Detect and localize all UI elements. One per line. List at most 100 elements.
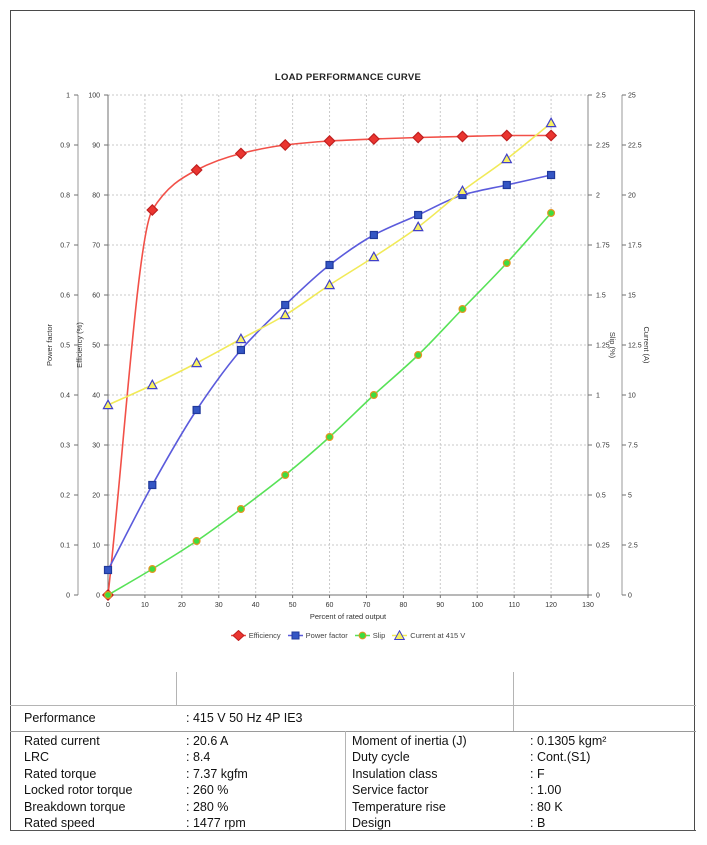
axis-current: 0 2.5 5 7.5 10 12.5 15 17.5 20 22.5 25 bbox=[621, 93, 642, 600]
table-row: Rated speed: 1477 rpm bbox=[24, 815, 344, 831]
data-point-diamond bbox=[146, 203, 159, 217]
tick-label: 0 bbox=[106, 602, 110, 609]
spec-label: Breakdown torque bbox=[24, 799, 126, 814]
tick-label: 20 bbox=[628, 193, 636, 200]
tick-label: 0.3 bbox=[60, 443, 70, 450]
data-point-square bbox=[148, 480, 157, 490]
spec-label: LRC bbox=[24, 750, 50, 765]
legend-item: Slip bbox=[354, 630, 386, 641]
table-divider bbox=[345, 731, 346, 830]
y-axis-title-slip: Slip (%) bbox=[608, 332, 617, 359]
y-axis-title-efficiency: Efficiency (%) bbox=[75, 322, 84, 368]
spec-label: Rated torque bbox=[24, 766, 97, 781]
spec-value: : Cont.(S1) bbox=[530, 750, 591, 765]
tick-label: 90 bbox=[436, 602, 444, 609]
axis-power_factor: 0 0.1 0.2 0.3 0.4 0.5 0.6 0.7 0.8 0.9 1 bbox=[60, 93, 79, 600]
tick-label: 2.5 bbox=[628, 543, 638, 550]
tick-label: 10 bbox=[628, 393, 636, 400]
tick-label: 0.5 bbox=[60, 343, 70, 350]
axis-efficiency: 0 10 20 30 40 50 60 70 80 90 100 bbox=[88, 93, 108, 600]
tick-label: 1 bbox=[596, 393, 600, 400]
spec-label: Rated current bbox=[24, 734, 100, 748]
data-point-circle bbox=[148, 564, 157, 573]
tick-label: 120 bbox=[545, 602, 557, 609]
tick-label: 25 bbox=[628, 93, 636, 100]
data-point-diamond bbox=[500, 129, 513, 142]
legend-item: Efficiency bbox=[230, 630, 281, 641]
data-point-triangle bbox=[323, 278, 336, 290]
data-point-square bbox=[546, 170, 556, 180]
tick-label: 0.1 bbox=[60, 543, 70, 550]
spec-label: Locked rotor torque bbox=[24, 783, 133, 798]
spec-value: : 1477 rpm bbox=[186, 815, 246, 830]
tick-label: 50 bbox=[289, 602, 297, 609]
tick-label: 17.5 bbox=[628, 243, 642, 250]
spec-value: : 1.00 bbox=[530, 783, 562, 798]
tick-label: 1 bbox=[66, 93, 70, 100]
data-point-triangle bbox=[191, 356, 203, 368]
legend-item: Current at 415 V bbox=[392, 630, 465, 641]
spec-label: Moment of inertia (J) bbox=[352, 734, 467, 748]
table-row: Duty cycle : Cont.(S1) bbox=[352, 749, 682, 765]
series-power-factor bbox=[103, 170, 556, 575]
tick-label: 5 bbox=[628, 493, 632, 500]
tick-label: 80 bbox=[92, 193, 100, 200]
tick-label: 0.4 bbox=[60, 393, 70, 400]
spec-value: : 20.6 A bbox=[186, 734, 229, 748]
data-point-triangle bbox=[545, 116, 557, 128]
table-row: Service factor: 1.00 bbox=[352, 782, 682, 798]
table-divider bbox=[176, 672, 177, 705]
chart-legend: Efficiency Power factor Slip Current at 415… bbox=[10, 630, 686, 641]
tick-label: 0.75 bbox=[596, 443, 610, 450]
tick-label: 40 bbox=[252, 602, 260, 609]
data-point-triangle bbox=[102, 398, 114, 410]
tick-label: 60 bbox=[92, 293, 100, 300]
x-axis-title: Percent of rated output bbox=[310, 612, 387, 621]
data-point-diamond bbox=[279, 138, 292, 152]
tick-label: 15 bbox=[628, 293, 636, 300]
tick-label: 100 bbox=[88, 93, 100, 100]
table-row: LRC: 8.4 bbox=[24, 749, 344, 765]
legend-marker-square-icon bbox=[287, 631, 303, 640]
spec-table: Performance : 415 V 50 Hz 4P IE3 Rated c… bbox=[10, 672, 696, 831]
data-point-triangle bbox=[235, 332, 247, 344]
tick-label: 0 bbox=[66, 593, 70, 600]
tick-label: 1.5 bbox=[596, 293, 606, 300]
series-slip bbox=[103, 209, 556, 599]
tick-label: 70 bbox=[363, 602, 371, 609]
tick-label: 0.2 bbox=[60, 493, 70, 500]
data-point-diamond bbox=[234, 147, 247, 160]
table-rule bbox=[10, 830, 696, 831]
data-point-circle bbox=[236, 505, 245, 514]
data-point-diamond bbox=[412, 131, 425, 144]
performance-value: : 415 V 50 Hz 4P IE3 bbox=[186, 711, 303, 725]
tick-label: 2.5 bbox=[596, 93, 606, 100]
tick-label: 10 bbox=[141, 602, 149, 609]
data-point-triangle bbox=[412, 220, 424, 232]
tick-label: 40 bbox=[92, 393, 100, 400]
spec-value: : 260 % bbox=[186, 783, 229, 798]
data-point-square bbox=[236, 345, 246, 355]
tick-label: 0 bbox=[596, 593, 600, 600]
tick-label: 20 bbox=[178, 602, 186, 609]
tick-label: 0.7 bbox=[60, 243, 70, 250]
data-point-circle bbox=[502, 259, 511, 268]
data-point-diamond bbox=[367, 132, 380, 146]
tick-label: 80 bbox=[399, 602, 407, 609]
legend-label: Slip bbox=[372, 631, 386, 640]
table-divider bbox=[513, 672, 514, 731]
spec-label: Duty cycle bbox=[352, 750, 410, 765]
legend-label: Power factor bbox=[305, 631, 348, 640]
table-rule bbox=[10, 705, 696, 706]
data-point-diamond bbox=[456, 130, 469, 143]
spec-label: Design bbox=[352, 815, 391, 830]
tick-label: 60 bbox=[326, 602, 334, 609]
table-row: Rated current : 20.6 A bbox=[24, 733, 344, 749]
spec-value: : 80 K bbox=[530, 799, 563, 814]
tick-label: 0.9 bbox=[60, 143, 70, 150]
data-point-circle bbox=[547, 209, 556, 218]
data-point-circle bbox=[103, 590, 112, 599]
tick-label: 2.25 bbox=[596, 143, 610, 150]
tick-label: 30 bbox=[215, 602, 223, 609]
